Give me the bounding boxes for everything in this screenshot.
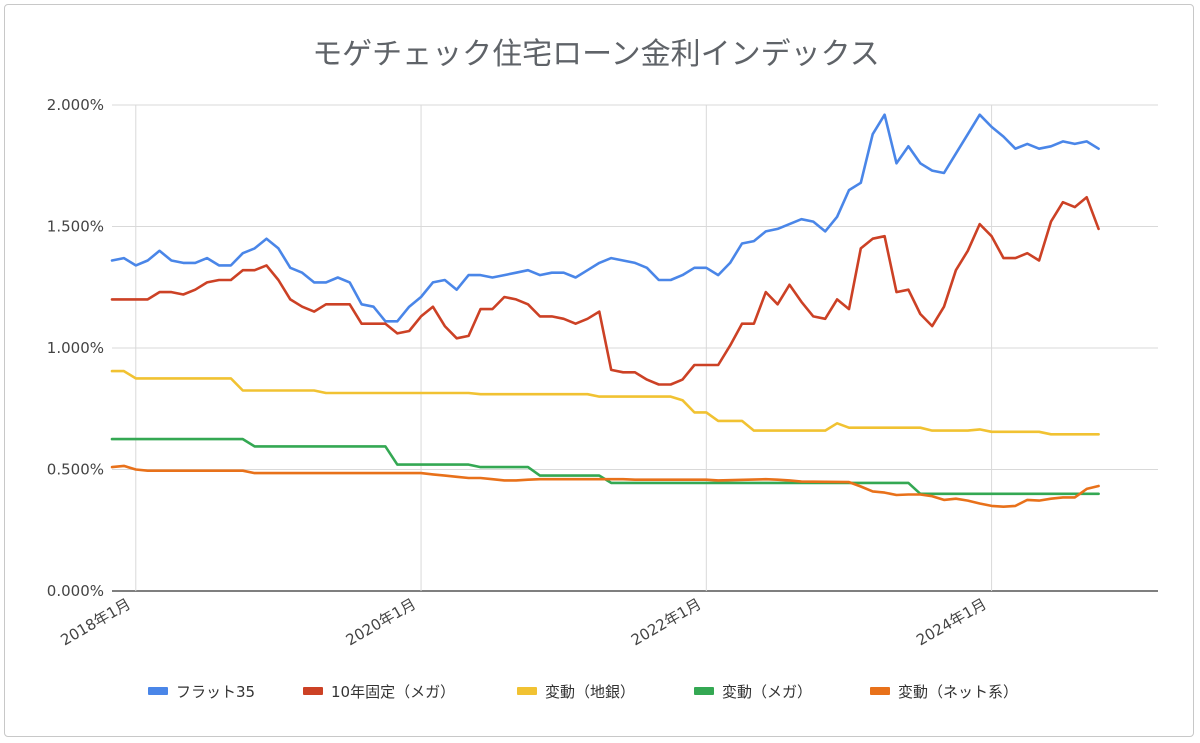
y-axis-ticks: 0.000% 0.500% 1.000% 1.500% 2.000%: [47, 96, 104, 600]
series-lines: [110, 113, 1100, 508]
legend-label: 変動（ネット系）: [898, 683, 1018, 701]
chart-frame: [4, 4, 1194, 737]
legend-label: 10年固定（メガ）: [331, 683, 455, 701]
x-tick-label: 2018年1月: [57, 595, 133, 649]
series-line-3: [110, 437, 1100, 496]
series-line-2: [110, 369, 1100, 436]
y-tick-label: 0.500%: [47, 461, 104, 479]
y-tick-label: 1.500%: [47, 218, 104, 236]
y-tick-label: 1.000%: [47, 339, 104, 357]
legend-label: 変動（地銀）: [545, 683, 635, 701]
x-tick-label: 2020年1月: [343, 595, 419, 649]
legend-swatch: [517, 687, 537, 695]
x-tick-label: 2024年1月: [913, 595, 989, 649]
grid: [112, 104, 1158, 592]
series-line-0: [110, 113, 1100, 323]
legend-swatch: [303, 687, 323, 695]
x-axis-ticks: 2018年1月 2020年1月 2022年1月 2024年1月: [57, 595, 989, 649]
legend-label: 変動（メガ）: [722, 683, 812, 701]
series-line-4: [110, 464, 1100, 508]
series-line-1: [110, 196, 1100, 386]
legend-swatch: [694, 687, 714, 695]
legend-swatch: [148, 687, 168, 695]
y-tick-label: 2.000%: [47, 96, 104, 114]
legend: フラット35 10年固定（メガ） 変動（地銀） 変動（メガ） 変動（ネット系）: [148, 683, 1018, 701]
legend-swatch: [870, 687, 890, 695]
legend-label: フラット35: [176, 683, 255, 701]
y-tick-label: 0.000%: [47, 582, 104, 600]
x-tick-label: 2022年1月: [628, 595, 704, 649]
chart-title: モゲチェック住宅ローン金利インデックス: [312, 37, 880, 72]
